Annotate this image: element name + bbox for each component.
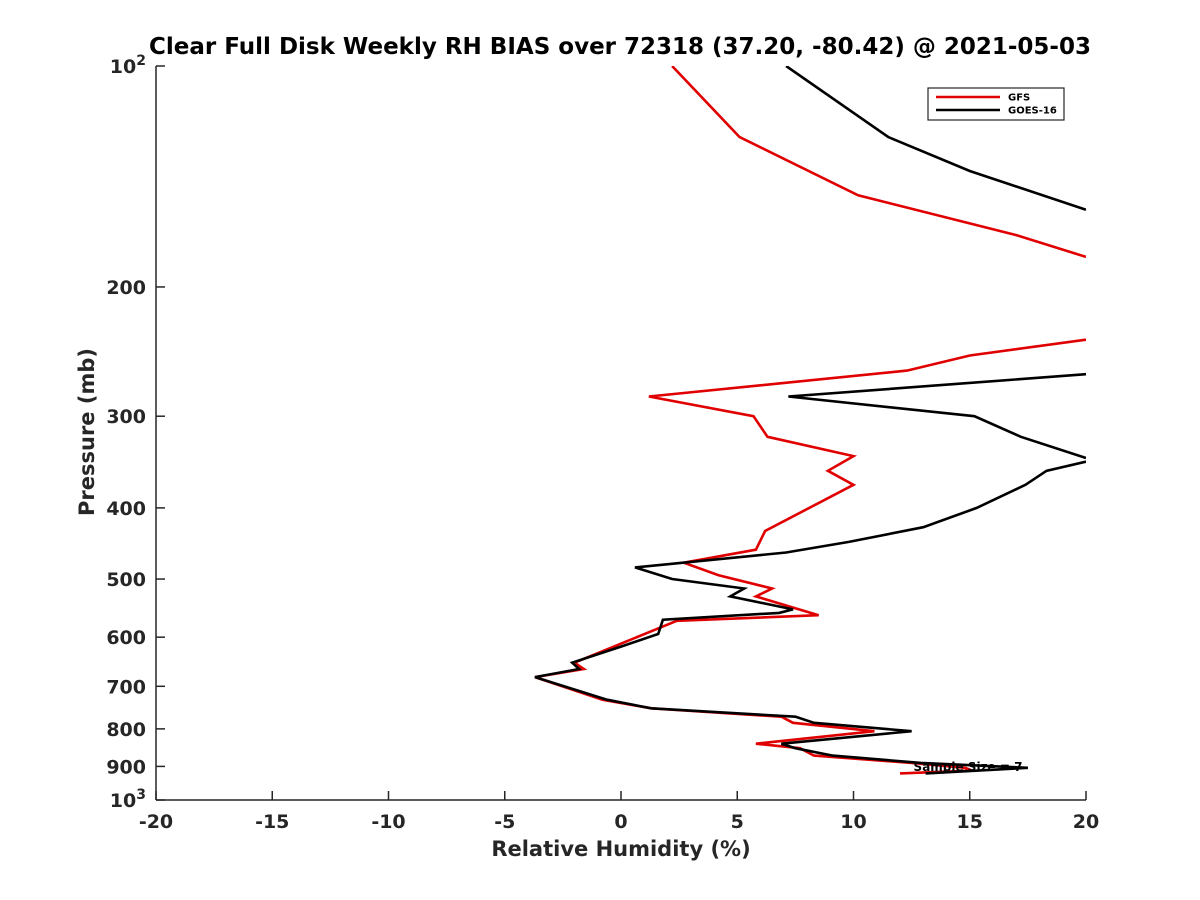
y-tick-label: 200 — [106, 277, 146, 299]
x-tick-label: 10 — [840, 811, 866, 833]
y-tick-label: 500 — [106, 569, 146, 591]
x-tick-label: 15 — [957, 811, 983, 833]
x-tick-label: -10 — [371, 811, 405, 833]
chart-title: Clear Full Disk Weekly RH BIAS over 7231… — [149, 34, 1091, 60]
x-tick-label: 0 — [614, 811, 627, 833]
series-layer — [534, 66, 1086, 775]
legend: GFS GOES-16 — [927, 87, 1065, 121]
x-tick-label: 20 — [1073, 811, 1099, 833]
plot-background — [156, 66, 1086, 800]
x-axis-label: Relative Humidity (%) — [491, 837, 750, 861]
sample-size-annotation: Sample Size = 7 — [914, 760, 1023, 774]
y-tick-label: 400 — [106, 498, 146, 520]
legend-box — [927, 87, 1065, 121]
axes-layer: -20 -15 -10 -5 0 5 10 15 20 102 200 300 400 500 600 700… — [106, 53, 1099, 833]
y-tick-label: 700 — [106, 676, 146, 698]
x-tick-label: -20 — [139, 811, 173, 833]
y-tick-label: 103 — [110, 787, 146, 812]
x-tick-label: -15 — [255, 811, 289, 833]
y-tick-label: 300 — [106, 406, 146, 428]
series-line-gfs-segment-1 — [671, 66, 1086, 259]
series-line-goes-16-segment-1 — [785, 66, 1086, 212]
y-tick-label: 800 — [106, 719, 146, 741]
y-axis-label: Pressure (mb) — [75, 348, 99, 516]
y-tick-label: 900 — [106, 756, 146, 778]
legend-label-gfs: GFS — [1008, 93, 1030, 104]
series-line-goes-16-segment-2 — [788, 372, 1086, 460]
x-tick-label: 5 — [731, 811, 744, 833]
legend-label-goes-16: GOES-16 — [1008, 106, 1057, 117]
x-tick-label: -5 — [494, 811, 515, 833]
y-tick-label: 102 — [110, 53, 146, 78]
y-tick-label: 600 — [106, 627, 146, 649]
series-line-goes-16-segment-3 — [534, 460, 1086, 775]
plot-area — [156, 66, 1086, 800]
